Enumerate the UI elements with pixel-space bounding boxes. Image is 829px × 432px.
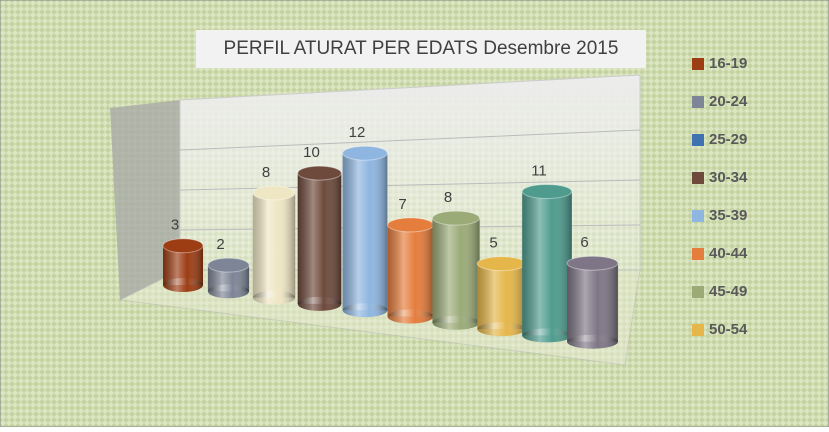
- data-label: 12: [349, 124, 366, 141]
- bar-top: [387, 217, 434, 233]
- bar-shade: [522, 191, 572, 336]
- bar-top: [566, 255, 619, 271]
- bar-top: [476, 256, 527, 272]
- legend-swatch: [692, 286, 704, 298]
- legend-swatch: [692, 210, 704, 222]
- data-label: 8: [444, 189, 452, 206]
- legend-swatch: [692, 58, 704, 70]
- data-label: 8: [262, 164, 270, 181]
- bar-shade: [567, 263, 618, 342]
- bar-shade: [387, 224, 434, 317]
- data-label: 6: [580, 234, 588, 251]
- legend-label: 25-29: [709, 131, 747, 148]
- legend-label: 50-54: [709, 321, 748, 338]
- data-label: 3: [171, 217, 179, 234]
- legend-label: 45-49: [709, 283, 747, 300]
- bar-shade: [252, 192, 296, 298]
- bar-top: [207, 257, 250, 273]
- bar-top: [297, 165, 342, 181]
- data-label: 11: [531, 162, 547, 179]
- legend-swatch: [692, 96, 704, 108]
- bar-top: [252, 185, 296, 201]
- chart-title: PERFIL ATURAT PER EDATS Desembre 2015: [224, 38, 619, 59]
- legend-swatch: [692, 324, 704, 336]
- bar-shade: [432, 218, 480, 323]
- legend-label: 40-44: [709, 245, 748, 262]
- title-box: [196, 30, 646, 68]
- data-label: 5: [489, 235, 497, 252]
- bar-shade: [477, 263, 526, 330]
- bar-top: [342, 145, 388, 161]
- legend-label: 35-39: [709, 207, 747, 224]
- legend-label: 16-19: [709, 55, 747, 72]
- legend-swatch: [692, 134, 704, 146]
- bar-top: [162, 238, 204, 254]
- legend-swatch: [692, 248, 704, 260]
- legend-swatch: [692, 172, 704, 184]
- bar-shade: [297, 173, 342, 304]
- data-label: 7: [398, 196, 406, 213]
- legend-label: 20-24: [709, 93, 748, 110]
- bar-shade: [342, 153, 388, 311]
- side-wall: [110, 100, 180, 300]
- data-label: 10: [303, 144, 320, 161]
- legend-label: 30-34: [709, 169, 748, 186]
- data-label: 2: [216, 236, 224, 253]
- bar-top: [431, 210, 481, 226]
- bar-top: [521, 183, 573, 199]
